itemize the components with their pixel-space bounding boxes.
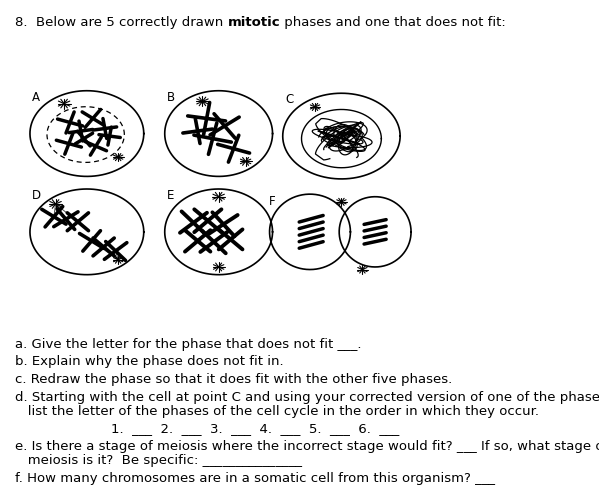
Text: D: D: [32, 189, 41, 202]
Text: f. How many chromosomes are in a somatic cell from this organism? ___: f. How many chromosomes are in a somatic…: [15, 472, 495, 485]
Text: phases and one that does not fit:: phases and one that does not fit:: [280, 16, 506, 29]
Text: A: A: [32, 91, 40, 104]
Text: E: E: [167, 189, 174, 202]
Text: 1.  ___  2.  ___  3.  ___  4.  ___  5.  ___  6.  ___: 1. ___ 2. ___ 3. ___ 4. ___ 5. ___ 6. __…: [111, 422, 399, 435]
Text: b. Explain why the phase does not fit in.: b. Explain why the phase does not fit in…: [15, 355, 283, 368]
Text: a. Give the letter for the phase that does not fit ___.: a. Give the letter for the phase that do…: [15, 338, 361, 351]
Text: C: C: [285, 93, 294, 106]
Text: F: F: [269, 196, 276, 209]
Text: 8.  Below are 5 correctly drawn: 8. Below are 5 correctly drawn: [15, 16, 228, 29]
Text: meiosis is it?  Be specific: _______________: meiosis is it? Be specific: ____________…: [15, 454, 302, 467]
Text: list the letter of the phases of the cell cycle in the order in which they occur: list the letter of the phases of the cel…: [15, 405, 539, 418]
Text: c. Redraw the phase so that it does fit with the other five phases.: c. Redraw the phase so that it does fit …: [15, 373, 452, 386]
Text: d. Starting with the cell at point C and using your corrected version of one of : d. Starting with the cell at point C and…: [15, 391, 599, 404]
Text: mitotic: mitotic: [228, 16, 280, 29]
Text: B: B: [167, 91, 176, 104]
Text: e. Is there a stage of meiosis where the incorrect stage would fit? ___ If so, w: e. Is there a stage of meiosis where the…: [15, 440, 599, 453]
